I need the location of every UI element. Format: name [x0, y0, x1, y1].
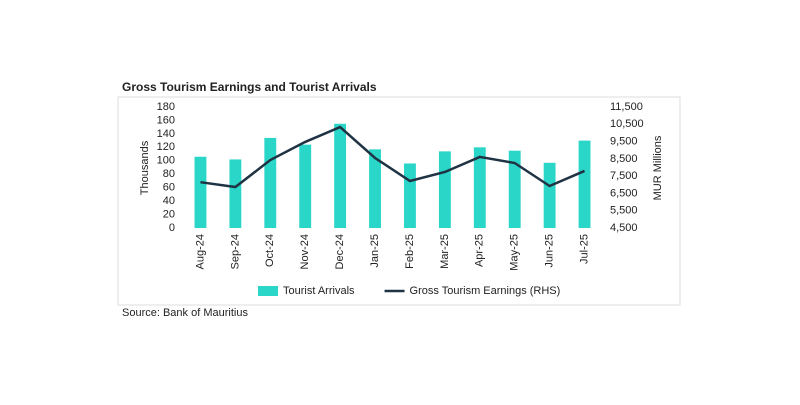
x-tick-label: Jul-25	[578, 234, 590, 264]
x-tick-label: Nov-24	[299, 234, 311, 269]
y2-tick-label: 6,500	[610, 187, 638, 199]
y2-tick-label: 5,500	[610, 205, 638, 217]
bar	[508, 150, 521, 228]
x-tick-label: Dec-24	[334, 234, 346, 269]
line	[200, 125, 586, 189]
bar	[438, 151, 451, 228]
legend-label: Tourist Arrivals	[283, 285, 355, 297]
x-tick-label: Sep-24	[229, 234, 241, 269]
bar	[369, 149, 381, 228]
y2-axis-label: MUR Millions	[652, 135, 664, 200]
bar	[264, 137, 277, 228]
source: Source: Bank of Mauritius	[122, 307, 248, 319]
bar	[334, 123, 347, 228]
y2-tick-label: 7,500	[610, 170, 638, 182]
y-tick-label: 160	[157, 114, 175, 126]
y-tick-label: 60	[163, 182, 175, 194]
y-axis-label: Thousands	[139, 140, 151, 195]
bar	[473, 147, 486, 228]
chart-title: Gross Tourism Earnings and Tourist Arriv…	[122, 80, 377, 94]
x-tick-label: Feb-25	[404, 234, 416, 269]
y2-tick-label: 8,500	[610, 153, 638, 165]
x-tick-label: Mar-25	[439, 234, 451, 269]
legend-swatch	[258, 286, 278, 296]
y2-tick-label: 9,500	[610, 135, 638, 147]
x-tick-label: Jan-25	[369, 234, 381, 268]
x-tick-label: Aug-24	[194, 234, 206, 269]
bar	[229, 159, 242, 228]
bar	[404, 163, 416, 228]
x-tick-label: Jun-25	[544, 234, 556, 268]
y-tick-label: 120	[157, 141, 175, 153]
y-tick-label: 80	[163, 168, 175, 180]
chart-frame	[117, 96, 681, 306]
bar	[299, 144, 312, 228]
x-tick-label: Oct-24	[264, 234, 276, 267]
bar	[543, 162, 556, 228]
y2-tick-label: 10,500	[610, 118, 644, 130]
bar	[194, 156, 207, 228]
x-tick-label: May-25	[509, 234, 521, 271]
y2-tick-label: 4,500	[610, 222, 638, 234]
y-tick-label: 100	[157, 155, 175, 167]
y-tick-label: 20	[163, 208, 175, 220]
y-tick-label: 140	[157, 128, 175, 140]
y-tick-label: 0	[169, 222, 175, 234]
y-tick-label: 40	[163, 195, 175, 207]
legend-label: Gross Tourism Earnings (RHS)	[410, 285, 561, 297]
y2-tick-label: 11,500	[610, 101, 643, 113]
x-tick-label: Apr-25	[474, 234, 486, 267]
bar	[578, 140, 591, 228]
y-tick-label: 180	[157, 101, 175, 113]
